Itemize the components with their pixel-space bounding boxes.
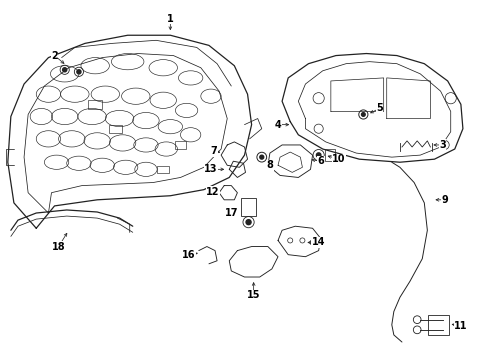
Circle shape <box>361 113 365 116</box>
Text: 3: 3 <box>438 140 445 150</box>
Bar <box>241 198 255 216</box>
Circle shape <box>245 220 250 225</box>
Bar <box>109 125 122 133</box>
Text: 5: 5 <box>375 103 382 113</box>
Text: 7: 7 <box>210 146 217 156</box>
Text: 10: 10 <box>331 154 345 164</box>
Circle shape <box>77 70 81 74</box>
Text: 18: 18 <box>52 242 65 252</box>
Text: 15: 15 <box>246 290 260 300</box>
Text: 12: 12 <box>206 187 219 197</box>
Text: 17: 17 <box>224 208 238 218</box>
Text: 1: 1 <box>166 14 173 24</box>
Text: 13: 13 <box>204 164 217 174</box>
Text: 9: 9 <box>440 195 447 205</box>
Text: 16: 16 <box>182 250 195 260</box>
Circle shape <box>259 155 263 159</box>
Text: 14: 14 <box>311 238 325 247</box>
Text: 2: 2 <box>51 50 58 60</box>
Text: 8: 8 <box>266 160 273 170</box>
Circle shape <box>316 153 320 157</box>
Bar <box>88 100 102 109</box>
Bar <box>157 166 169 173</box>
Circle shape <box>62 68 67 72</box>
Bar <box>324 149 334 161</box>
Bar <box>175 141 186 149</box>
Text: 4: 4 <box>274 120 281 130</box>
Text: 11: 11 <box>453 321 467 331</box>
Bar <box>427 315 448 335</box>
Text: 6: 6 <box>317 156 324 166</box>
